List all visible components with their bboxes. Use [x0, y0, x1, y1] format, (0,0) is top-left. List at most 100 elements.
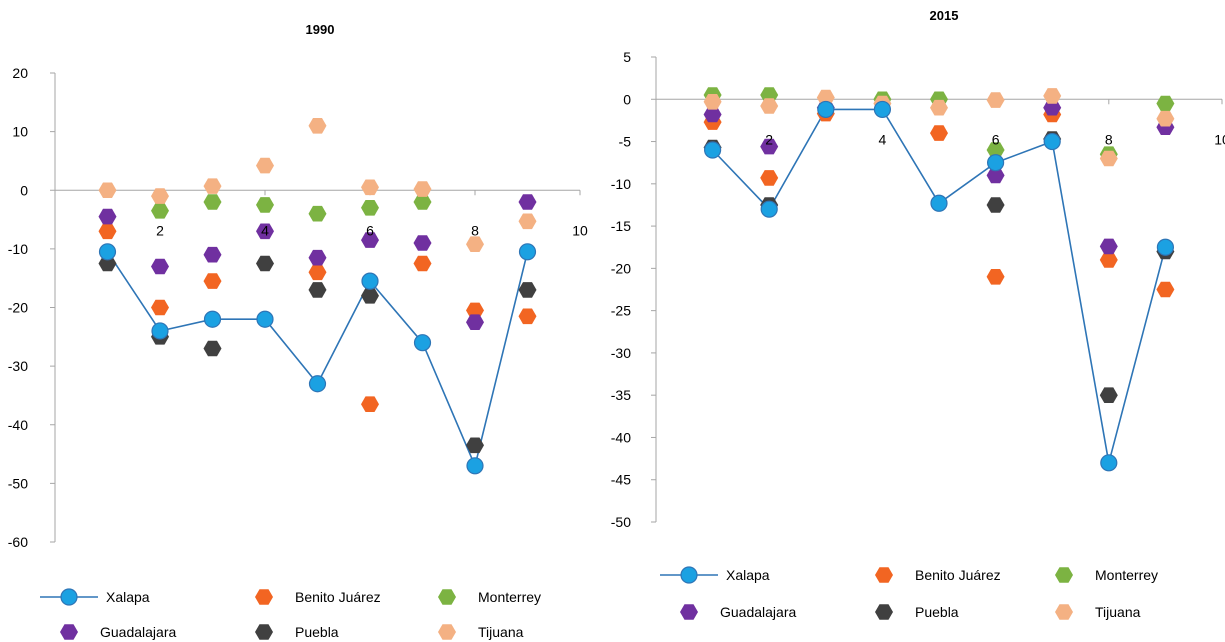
- chart-2015: 2015 5 0 -5 -10 -15 -20 -25 -30 -35 -40 -45 -50 2 4 6 8 1…: [611, 8, 1225, 620]
- legend-label: Puebla: [915, 604, 959, 620]
- legend-label: Xalapa: [726, 567, 770, 583]
- x-tick-label: 8: [1105, 131, 1113, 147]
- point-benito-juarez: [466, 302, 484, 319]
- legend-item-guadalajara: Guadalajara: [60, 624, 176, 640]
- legend-label: Tijuana: [1095, 604, 1141, 620]
- point-benito-juarez: [930, 125, 948, 141]
- legend-marker-tijuana: [438, 624, 456, 640]
- point-monterrey: [203, 194, 222, 210]
- legend-item-puebla: Puebla: [255, 624, 339, 640]
- y-tick-label: -25: [611, 303, 631, 319]
- point-xalapa: [308, 375, 327, 393]
- point-guadalajara: [518, 194, 537, 210]
- point-xalapa: [986, 154, 1005, 172]
- legend-item-benito-juarez: Benito Juárez: [255, 589, 381, 605]
- point-benito-juarez: [1156, 281, 1175, 298]
- y-tick-label: -50: [611, 514, 631, 530]
- point-benito-juarez: [986, 269, 1005, 285]
- point-xalapa: [518, 243, 537, 261]
- point-xalapa: [98, 243, 117, 261]
- legend-item-monterrey: Monterrey: [1055, 567, 1158, 583]
- point-guadalajara: [203, 246, 222, 263]
- y-tick-label: -20: [611, 260, 631, 276]
- point-puebla: [308, 282, 327, 298]
- point-puebla: [986, 197, 1005, 213]
- point-benito-juarez: [308, 264, 327, 281]
- point-tijuana: [413, 181, 432, 197]
- legend-item-puebla: Puebla: [875, 604, 959, 620]
- y-tick-label: -50: [8, 475, 28, 491]
- legend-marker-puebla: [255, 624, 273, 640]
- legend-label: Guadalajara: [100, 624, 176, 640]
- point-tijuana: [256, 157, 274, 174]
- point-guadalajara: [760, 138, 779, 155]
- y-tick-label: -40: [8, 417, 28, 433]
- point-monterrey: [256, 197, 274, 213]
- point-puebla: [518, 282, 537, 298]
- point-xalapa: [256, 310, 274, 328]
- x-tick-label: 8: [471, 222, 479, 238]
- point-tijuana: [760, 98, 779, 114]
- y-tick-label: -20: [8, 300, 28, 316]
- point-tijuana: [518, 213, 537, 230]
- x-tick-label: 10: [1214, 131, 1225, 147]
- legend-label: Xalapa: [106, 589, 150, 605]
- point-guadalajara: [1099, 238, 1118, 255]
- point-tijuana: [703, 94, 722, 110]
- point-xalapa: [203, 310, 222, 328]
- legend-label: Guadalajara: [720, 604, 796, 620]
- point-puebla: [203, 340, 222, 357]
- point-tijuana: [361, 179, 379, 196]
- legend-item-benito-juarez: Benito Juárez: [875, 567, 1001, 583]
- point-tijuana: [466, 236, 484, 252]
- point-monterrey: [986, 142, 1005, 158]
- point-tijuana: [151, 188, 169, 204]
- point-guadalajara: [151, 258, 169, 275]
- legend-marker-guadalajara: [680, 604, 698, 620]
- y-tick-label: -35: [611, 387, 631, 403]
- x-tick-label: 2: [765, 131, 773, 147]
- point-xalapa: [873, 100, 892, 119]
- legend-marker-xalapa: [60, 588, 78, 606]
- legend-marker-monterrey: [438, 589, 456, 605]
- legend-item-xalapa: Xalapa: [660, 566, 770, 584]
- point-benito-juarez: [203, 273, 222, 289]
- y-tick-label: 0: [623, 91, 631, 107]
- y-tick-label: 0: [20, 182, 28, 198]
- point-puebla: [256, 255, 274, 272]
- legend-item-xalapa: Xalapa: [40, 588, 150, 606]
- legend-label: Benito Juárez: [295, 589, 381, 605]
- y-tick-label: -10: [8, 241, 28, 257]
- legend-marker-benito-juarez: [875, 567, 893, 583]
- point-xalapa: [413, 334, 432, 352]
- legend-marker-guadalajara: [60, 624, 78, 640]
- x-tick-label: 6: [992, 131, 1000, 147]
- point-xalapa: [466, 457, 484, 475]
- point-guadalajara: [361, 232, 379, 248]
- y-tick-label: -40: [611, 429, 631, 445]
- x-tick-label: 4: [261, 222, 269, 238]
- point-guadalajara: [1043, 99, 1062, 116]
- legend-marker-benito-juarez: [255, 589, 273, 605]
- point-tijuana: [1099, 150, 1118, 167]
- y-tick-label: 5: [623, 49, 631, 65]
- point-tijuana: [308, 118, 327, 134]
- legend-item-tijuana: Tijuana: [1055, 604, 1141, 620]
- legend-marker-tijuana: [1055, 604, 1073, 620]
- x-tick-label: 10: [572, 222, 588, 238]
- point-xalapa: [760, 200, 778, 218]
- point-xalapa: [930, 194, 948, 212]
- y-tick-label: 10: [12, 124, 28, 140]
- point-tijuana: [203, 178, 222, 194]
- legend-label: Tijuana: [478, 624, 524, 640]
- chart-title: 1990: [306, 22, 335, 37]
- point-monterrey: [151, 203, 169, 219]
- x-tick-label: 6: [366, 222, 374, 238]
- y-tick-label: -60: [8, 534, 28, 550]
- point-tijuana: [986, 92, 1005, 108]
- legend-marker-puebla: [875, 604, 893, 620]
- point-tijuana: [930, 99, 948, 116]
- point-monterrey: [413, 194, 432, 210]
- y-tick-label: -30: [8, 358, 28, 374]
